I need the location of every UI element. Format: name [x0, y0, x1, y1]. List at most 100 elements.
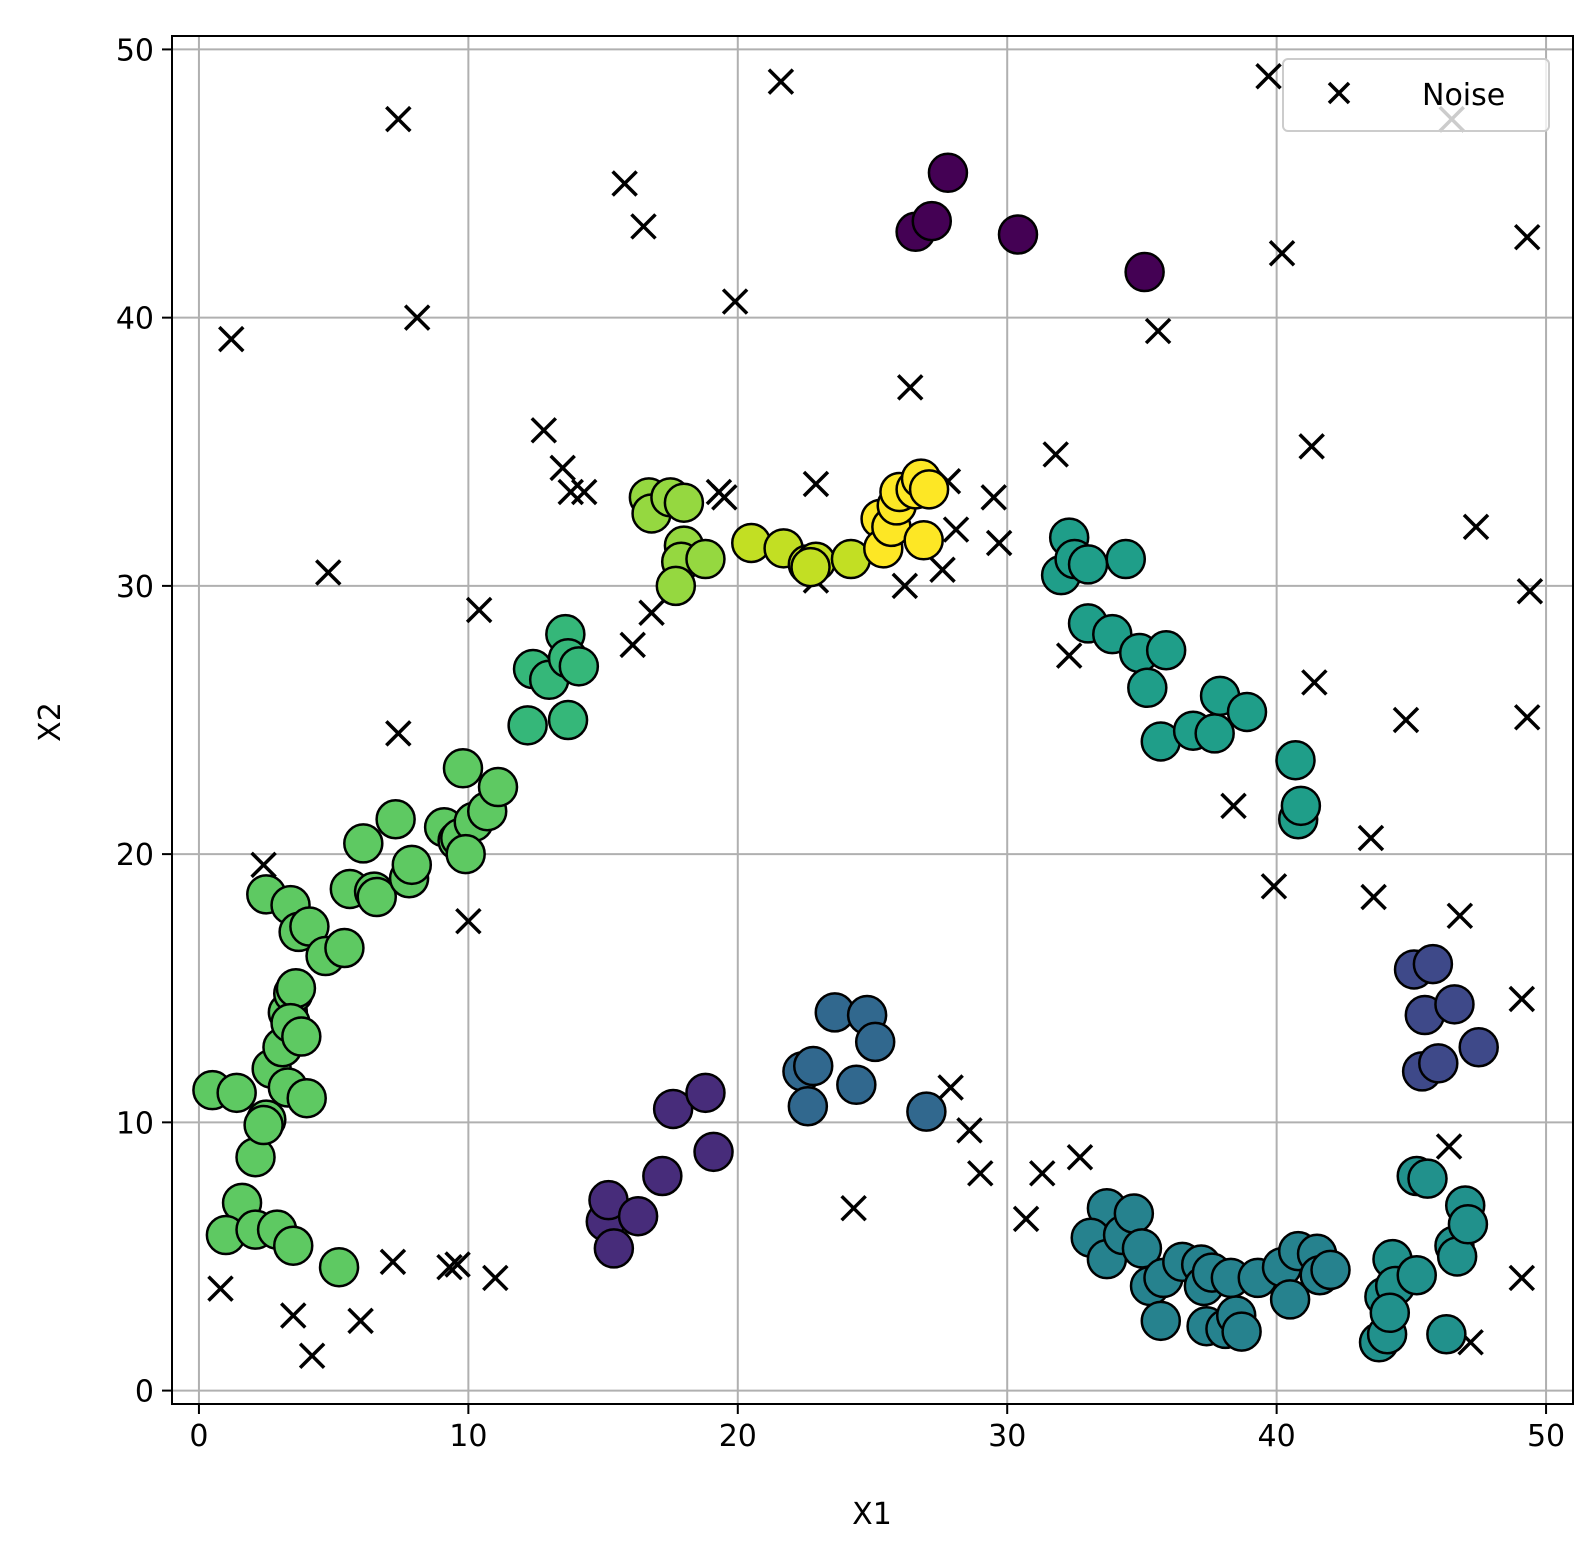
cluster-point [1145, 630, 1187, 671]
cluster-series [192, 152, 1499, 1363]
cluster-point [477, 766, 519, 808]
x-tick-label: 20 [719, 1419, 757, 1454]
noise-point [280, 1302, 307, 1329]
cluster-point [927, 152, 969, 194]
cluster-7 [507, 613, 600, 746]
cluster-point [652, 1088, 694, 1130]
noise-point [1435, 1133, 1463, 1160]
cluster-point [1426, 1314, 1467, 1355]
noise-point [1042, 441, 1069, 468]
cluster-5 [1358, 1155, 1489, 1363]
cluster-point [281, 1016, 322, 1057]
noise-point [1513, 704, 1541, 731]
cluster-point [787, 1086, 829, 1127]
noise-point [557, 478, 584, 506]
noise-point [315, 559, 342, 586]
cluster-point [663, 482, 705, 523]
noise-point [403, 304, 431, 331]
noise-point [638, 599, 665, 626]
legend-noise-label: Noise [1422, 78, 1505, 113]
plot-area-frame [171, 35, 1574, 1405]
noise-point [482, 1264, 509, 1292]
y-tick-label: 30 [116, 570, 154, 605]
cluster-point [318, 1246, 360, 1288]
y-tick-label: 40 [116, 302, 154, 337]
noise-point [385, 720, 412, 747]
noise-point [1392, 706, 1420, 734]
noise-point [436, 1253, 463, 1281]
cluster-point [617, 1195, 659, 1237]
noise-point [347, 1307, 374, 1335]
cluster-point [1434, 984, 1475, 1025]
noise-point [896, 374, 924, 401]
noise-point [1268, 240, 1296, 267]
legend-noise-marker [1327, 81, 1351, 105]
noise-point [1462, 513, 1490, 541]
cluster-point [1127, 667, 1168, 709]
cluster-point [1280, 785, 1322, 827]
cluster-11 [860, 458, 950, 569]
cluster-point [854, 1021, 896, 1063]
y-axis-label: X2 [33, 702, 68, 742]
noise-point [937, 1074, 964, 1101]
noise-point [1028, 1160, 1056, 1187]
cluster-4 [1070, 1187, 1351, 1352]
noise-point [570, 478, 598, 506]
noise-point [1144, 317, 1172, 345]
cluster-2 [1393, 943, 1499, 1092]
cluster-point [1418, 1043, 1459, 1084]
cluster-point [1113, 1193, 1155, 1234]
cluster-point [243, 1104, 284, 1146]
cluster-point [275, 967, 317, 1009]
cluster-point [1412, 943, 1454, 985]
cluster-9 [628, 477, 726, 607]
noise-point [611, 170, 638, 197]
cluster-1 [585, 1072, 734, 1269]
x-tick-label: 30 [988, 1419, 1026, 1454]
noise-point [1508, 985, 1536, 1013]
noise-point [1360, 883, 1387, 911]
noise-point [956, 1117, 983, 1144]
noise-point [802, 470, 830, 498]
noise-point [711, 484, 738, 511]
cluster-3 [782, 992, 947, 1132]
noise-point [1012, 1205, 1040, 1233]
noise-point [549, 454, 576, 482]
noise-point [942, 516, 970, 543]
noise-point [1513, 223, 1541, 251]
cluster-point [547, 699, 589, 741]
cluster-point [1067, 544, 1109, 585]
cluster-point [1105, 538, 1147, 580]
cluster-point [1407, 1158, 1448, 1199]
cluster-10 [731, 522, 872, 588]
y-tick-label: 0 [135, 1375, 154, 1410]
cluster-point [1310, 1249, 1351, 1291]
cluster-point [792, 1045, 834, 1087]
noise-point [767, 68, 795, 95]
cluster-point [1275, 739, 1316, 781]
noise-point [985, 529, 1013, 557]
noise-point [891, 572, 919, 600]
cluster-point [1447, 1204, 1489, 1245]
noise-point [218, 325, 245, 353]
noise-point [250, 851, 277, 879]
cluster-point [324, 927, 365, 969]
cluster-point [1396, 1254, 1437, 1296]
x-tick-label: 0 [189, 1419, 208, 1454]
noise-point [929, 556, 956, 584]
cluster-point [1124, 251, 1165, 293]
noise-point [1301, 669, 1328, 696]
cluster-point [1458, 1026, 1499, 1068]
noise-point [1260, 873, 1288, 900]
cluster-point [908, 469, 950, 510]
cluster-point [272, 1225, 314, 1266]
x-tick-label: 40 [1258, 1419, 1296, 1454]
cluster-point [685, 538, 726, 580]
noise-point [298, 1342, 326, 1369]
cluster-0 [895, 152, 1165, 293]
x-axis-label: X1 [852, 1497, 892, 1532]
noise-point [1446, 902, 1474, 930]
noise-point [1255, 62, 1282, 90]
noise-point [379, 1248, 407, 1276]
